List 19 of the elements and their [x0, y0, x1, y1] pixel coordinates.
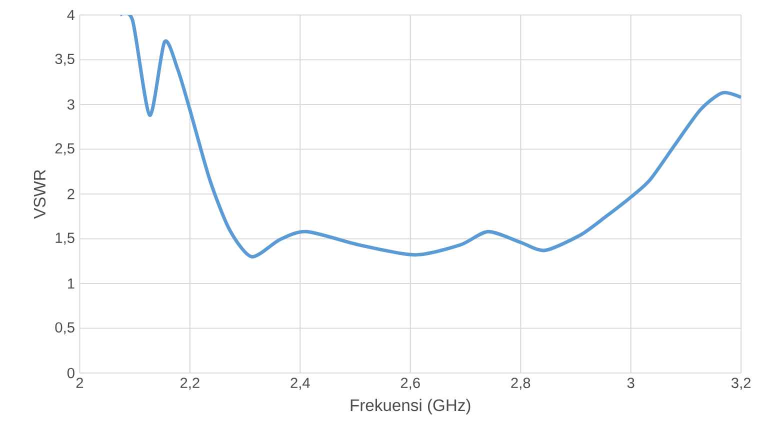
x-tick-label: 3,2	[731, 378, 751, 390]
y-tick-label: 2	[68, 188, 74, 200]
x-tick-label: 2,6	[400, 378, 420, 390]
y-tick-label: 1	[68, 278, 74, 289]
y-tick-label: 0,5	[55, 322, 74, 334]
y-tick-label: 3,5	[55, 54, 74, 66]
x-tick-label: 3	[627, 378, 634, 388]
y-tick-label: 3	[67, 99, 74, 110]
x-axis-title: Frekuensi (GHz)	[350, 398, 470, 414]
y-tick-label: 4	[67, 10, 75, 20]
y-tick-label: 0	[67, 368, 74, 378]
y-tick-label: 2,5	[55, 143, 74, 156]
x-tick-label: 2,8	[511, 378, 530, 390]
line-series	[118, 14, 742, 258]
x-tick-label: 2,4	[290, 378, 310, 390]
x-tick-label: 2	[76, 378, 84, 388]
x-tick-label: 2,2	[180, 378, 200, 390]
y-axis-title: VSWR	[34, 170, 46, 219]
y-tick-label: 1,5	[56, 232, 74, 245]
